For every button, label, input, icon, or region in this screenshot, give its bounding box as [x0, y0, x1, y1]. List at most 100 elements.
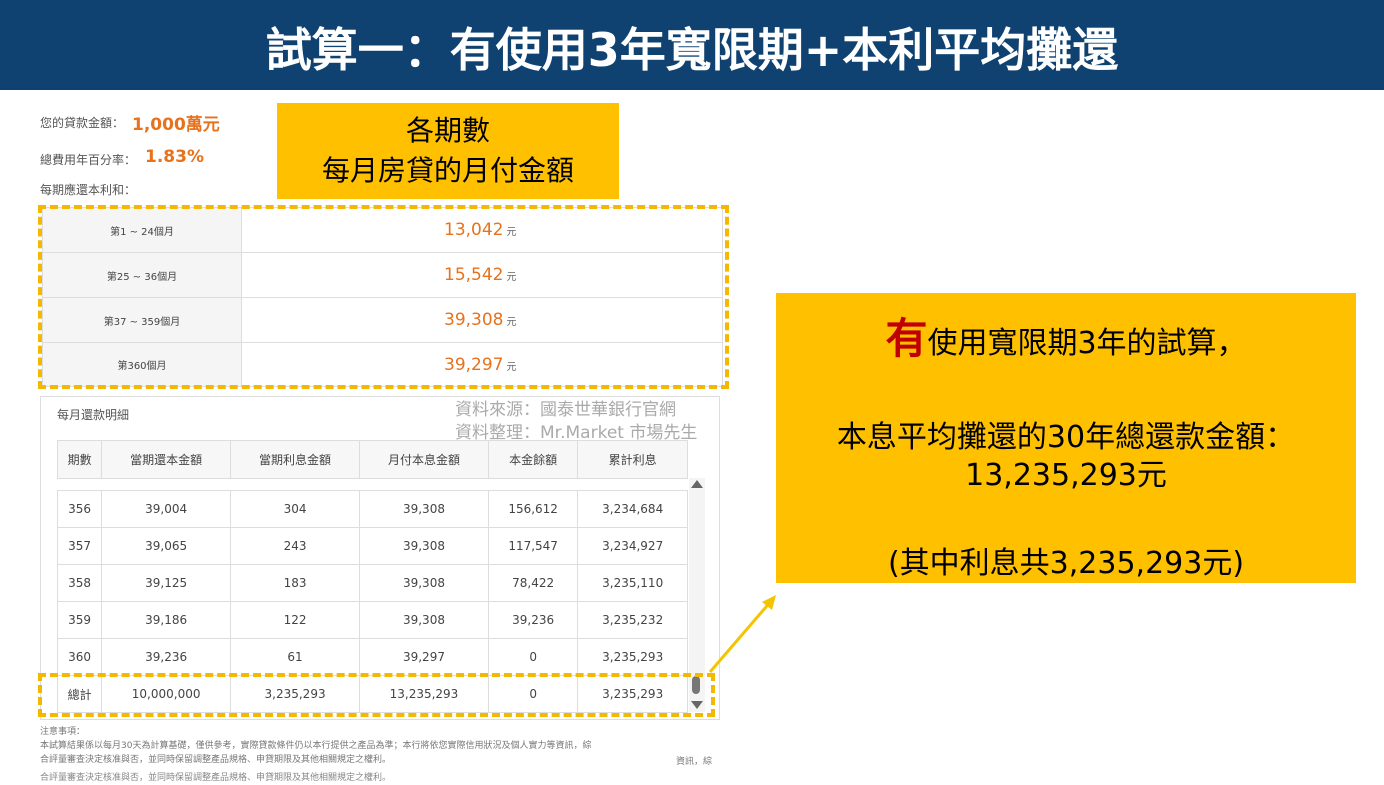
period-amount: 39,308: [444, 310, 504, 330]
period-row: 第1 ~ 24個月 13,042 元: [42, 207, 723, 253]
notes-line: 本試算結果係以每月30天為計算基礎，僅供參考，實際貸款條件仍以本行提供之產品為準…: [40, 741, 592, 751]
cell: 39,186: [101, 601, 232, 639]
period-row: 第360個月 39,297 元: [42, 342, 723, 387]
cell: 3,235,293: [577, 638, 688, 676]
total-cell: 10,000,000: [101, 675, 232, 713]
scroll-down[interactable]: [691, 701, 703, 709]
cell: 360: [56, 638, 103, 676]
period-highlight: [38, 205, 729, 389]
detail-box: [40, 396, 720, 720]
cell: 3,234,684: [577, 490, 688, 528]
period-amount-cell: 13,042 元: [241, 207, 723, 253]
total-cell: 0: [487, 675, 579, 713]
cell: 357: [56, 527, 103, 565]
cell: 359: [56, 601, 103, 639]
cell: 3,235,232: [577, 601, 688, 639]
cell: 39,236: [101, 638, 232, 676]
notes-line: 合評量審查決定核准與否，並同時保留調整產品規格、申貸期限及其他相關規定之權利。: [40, 755, 392, 765]
period-amount: 15,542: [444, 265, 504, 285]
callout-line: 各期數: [405, 114, 490, 147]
callout-line: 本息平均攤還的30年總還款金額：: [836, 420, 1296, 455]
cell: 39,308: [359, 601, 489, 639]
rate-label: 總費用年百分率：: [40, 153, 137, 167]
detail-title: 每月還款明細: [57, 408, 130, 422]
loan-label: 您的貸款金額：: [40, 116, 125, 130]
cell: 39,125: [101, 564, 232, 602]
period-amount: 13,042: [444, 220, 504, 240]
cell: 183: [230, 564, 361, 602]
period-unit: 元: [506, 317, 517, 328]
column-header: 累計利息: [577, 440, 688, 479]
period-label: 每期應還本利和：: [40, 183, 137, 197]
total-highlight: [38, 673, 715, 717]
detail-row: 360 39,236 61 39,297 0 3,235,293: [56, 638, 688, 676]
cell: 356: [56, 490, 103, 528]
period-table: 第1 ~ 24個月 13,042 元第25 ~ 36個月 15,542 元第37 ~ 3…: [42, 207, 723, 387]
callout-line: (其中利息共3,235,293元): [887, 546, 1245, 581]
callout-text: 使用寬限期3年的試算，: [927, 326, 1247, 361]
cell: 39,065: [101, 527, 232, 565]
column-header: 月付本息金額: [359, 440, 489, 479]
cell: 117,547: [487, 527, 579, 565]
column-header: 本金餘額: [487, 440, 579, 479]
title-bar: [0, 0, 1384, 90]
scroll-thumb[interactable]: [692, 676, 700, 694]
period-unit: 元: [506, 227, 517, 238]
notes-line: 合評量審查決定核准與否，並同時保留調整產品規格、申貸期限及其他相關規定之權利。: [40, 773, 392, 783]
loan-value: 1,000萬元: [132, 115, 220, 135]
total-cell: 3,235,293: [230, 675, 361, 713]
period-name: 第1 ~ 24個月: [42, 207, 242, 253]
rate-value: 1.83%: [145, 147, 204, 167]
total-cell: 3,235,293: [577, 675, 688, 713]
header-row: 期數 當期還本金額 當期利息金額 月付本息金額 本金餘額 累計利息: [56, 440, 688, 479]
arrow: [708, 595, 776, 673]
period-name: 第37 ~ 359個月: [42, 297, 242, 343]
cell: 39,308: [359, 527, 489, 565]
cell: 39,004: [101, 490, 232, 528]
source-line: 資料整理：Mr.Market 市場先生: [455, 423, 698, 443]
callout-line: 有使用寬限期3年的試算，: [776, 305, 1356, 366]
notes-stray: 資訊，綜: [676, 757, 713, 767]
cell: 39,308: [359, 564, 489, 602]
period-name: 第360個月: [42, 342, 242, 387]
detail-row: 357 39,065 243 39,308 117,547 3,234,927: [56, 527, 688, 565]
period-amount-cell: 39,308 元: [241, 297, 723, 343]
column-header: 期數: [56, 440, 103, 479]
detail-row: 358 39,125 183 39,308 78,422 3,235,110: [56, 564, 688, 602]
notes-title: 注意事項：: [40, 727, 86, 737]
period-amount: 39,297: [444, 354, 504, 375]
cell: 304: [230, 490, 361, 528]
cell: 78,422: [487, 564, 579, 602]
source-line: 資料來源：國泰世華銀行官網: [455, 400, 676, 420]
callout-line: 13,235,293元: [965, 458, 1167, 493]
cell: 39,308: [359, 490, 489, 528]
cell: 39,236: [487, 601, 579, 639]
cell: 358: [56, 564, 103, 602]
period-unit: 元: [506, 361, 517, 373]
column-header: 當期利息金額: [230, 440, 361, 479]
scroll-up[interactable]: [691, 480, 703, 488]
period-name: 第25 ~ 36個月: [42, 252, 242, 298]
detail-row: 356 39,004 304 39,308 156,612 3,234,684: [56, 490, 688, 528]
period-row: 第25 ~ 36個月 15,542 元: [42, 252, 723, 298]
cell: 243: [230, 527, 361, 565]
column-header: 當期還本金額: [101, 440, 232, 479]
cell: 156,612: [487, 490, 579, 528]
cell: 122: [230, 601, 361, 639]
callout-line: 每月房貸的月付金額: [321, 154, 574, 187]
cell: 3,235,110: [577, 564, 688, 602]
emphasis: 有: [885, 314, 928, 363]
cell: 61: [230, 638, 361, 676]
scrollbar[interactable]: [689, 478, 705, 712]
callout-right: [776, 293, 1356, 583]
detail-row: 359 39,186 122 39,308 39,236 3,235,232: [56, 601, 688, 639]
period-amount-cell: 15,542 元: [241, 252, 723, 298]
cell: 0: [487, 638, 579, 676]
cell: 39,297: [359, 638, 489, 676]
partial-row: [58, 479, 688, 491]
period-row: 第37 ~ 359個月 39,308 元: [42, 297, 723, 343]
callout-top: 各期數 每月房貸的月付金額: [277, 103, 619, 199]
title: 試算一：有使用3年寬限期+本利平均攤還: [265, 23, 1119, 77]
period-unit: 元: [506, 272, 517, 283]
